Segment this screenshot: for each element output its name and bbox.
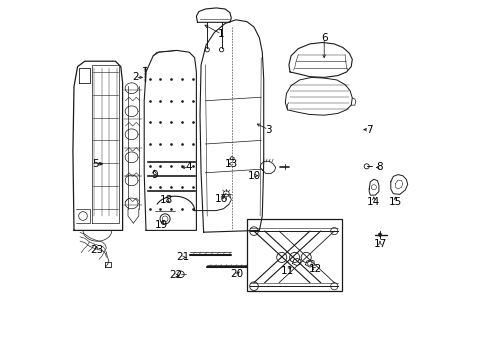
Circle shape bbox=[378, 233, 382, 237]
Text: 14: 14 bbox=[368, 197, 381, 207]
Text: 3: 3 bbox=[265, 125, 272, 135]
Text: 23: 23 bbox=[90, 245, 103, 255]
Circle shape bbox=[205, 48, 209, 52]
Circle shape bbox=[301, 252, 311, 262]
Text: 7: 7 bbox=[366, 125, 372, 135]
Text: 2: 2 bbox=[132, 72, 139, 82]
Circle shape bbox=[250, 282, 258, 291]
Text: 10: 10 bbox=[247, 171, 261, 181]
Text: 19: 19 bbox=[155, 220, 168, 230]
Circle shape bbox=[331, 228, 338, 235]
Text: 18: 18 bbox=[160, 195, 173, 205]
Text: 11: 11 bbox=[281, 266, 294, 276]
Circle shape bbox=[277, 252, 287, 262]
Text: 8: 8 bbox=[377, 162, 383, 172]
Text: 5: 5 bbox=[92, 159, 99, 169]
Circle shape bbox=[331, 283, 338, 290]
Text: 12: 12 bbox=[309, 264, 322, 274]
Circle shape bbox=[220, 48, 224, 52]
Text: 15: 15 bbox=[389, 197, 402, 207]
Text: 16: 16 bbox=[215, 194, 228, 204]
Text: 17: 17 bbox=[373, 239, 387, 249]
Text: 22: 22 bbox=[169, 270, 182, 280]
Circle shape bbox=[250, 227, 258, 235]
Text: 4: 4 bbox=[186, 162, 193, 172]
Text: 20: 20 bbox=[230, 269, 244, 279]
Text: 1: 1 bbox=[218, 29, 225, 39]
Text: 13: 13 bbox=[225, 159, 238, 169]
Text: 9: 9 bbox=[151, 170, 158, 180]
Text: 21: 21 bbox=[176, 252, 190, 262]
Text: 6: 6 bbox=[321, 33, 327, 43]
Bar bbox=[247, 219, 342, 291]
Circle shape bbox=[290, 252, 300, 262]
